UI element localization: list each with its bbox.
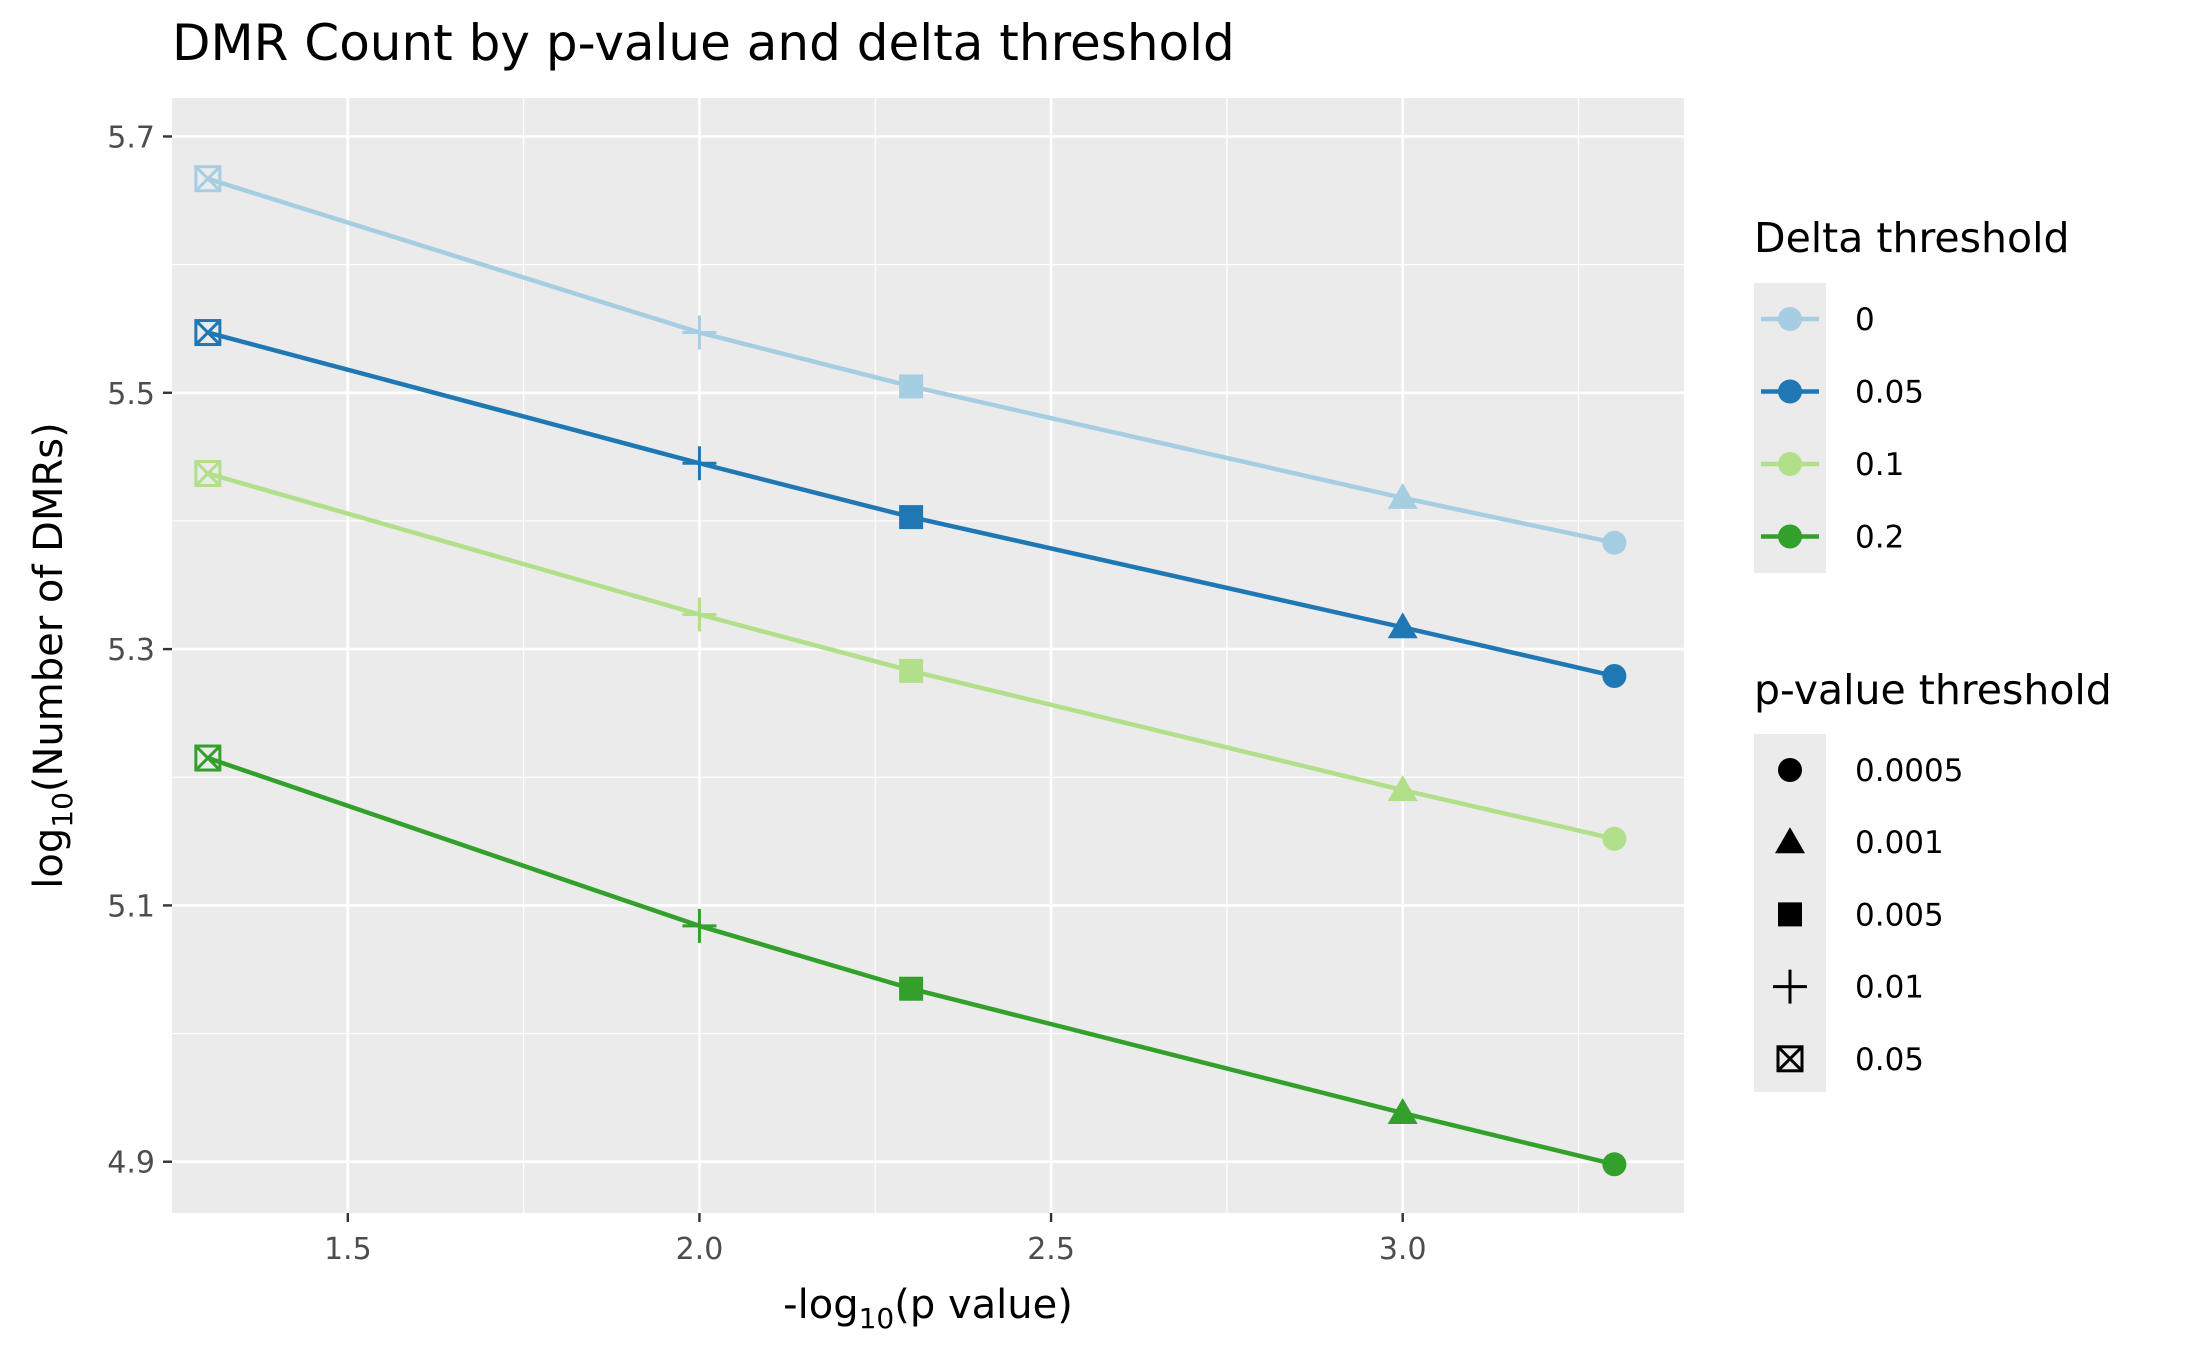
legend-delta-label: 0.05 xyxy=(1855,375,1924,411)
data-point-1-0 xyxy=(194,319,222,347)
data-point-3-1 xyxy=(682,908,717,943)
plot-panel xyxy=(172,98,1684,1213)
data-point-3-2 xyxy=(899,976,924,1001)
x-tick-label: 1.5 xyxy=(324,1232,372,1267)
legend-delta-item-0: 0 xyxy=(1761,302,1875,338)
legend-key-shape xyxy=(1775,827,1805,854)
data-point-1-2 xyxy=(899,505,924,530)
legend-delta-label: 0.1 xyxy=(1855,447,1904,483)
x-axis-title: -log10(p value) xyxy=(783,1282,1073,1335)
legend-delta-label: 0 xyxy=(1855,302,1875,338)
legend-pvalue-label: 0.05 xyxy=(1855,1042,1924,1078)
legend-pvalue-threshold: p-value threshold 0.0005 0.001 0.005 0.01 0.… xyxy=(1754,666,2112,1092)
y-axis: 4.9 5.1 5.3 5.5 5.7 xyxy=(107,120,172,1181)
legend-pvalue-item-1: 0.001 xyxy=(1775,825,1944,861)
legend-pvalue-label: 0.01 xyxy=(1855,970,1924,1006)
y-tick-label: 5.1 xyxy=(107,889,155,924)
legend-pvalue-label: 0.005 xyxy=(1855,897,1944,933)
legend-delta-item-1: 0.05 xyxy=(1761,375,1924,411)
legend-pvalue-item-2: 0.005 xyxy=(1778,897,1944,933)
data-point-3-4 xyxy=(1602,1152,1627,1177)
y-tick-label: 5.5 xyxy=(107,377,155,412)
legend-delta-label: 0.2 xyxy=(1855,520,1904,556)
legend-delta-threshold: Delta threshold 0 0.05 0.1 0.2 xyxy=(1754,214,2070,573)
legend-pvalue-item-3: 0.01 xyxy=(1773,970,1924,1006)
legend-key-point xyxy=(1778,452,1802,476)
y-tick-label: 5.3 xyxy=(107,633,155,668)
data-point-2-1 xyxy=(682,597,717,632)
data-point-3-0 xyxy=(194,744,222,772)
legend-key-point xyxy=(1778,524,1802,549)
legend-pvalue-title: p-value threshold xyxy=(1754,666,2112,714)
legend-delta-item-3: 0.2 xyxy=(1761,520,1904,556)
legend-pvalue-item-0: 0.0005 xyxy=(1778,753,1963,789)
data-point-0-4 xyxy=(1602,530,1627,555)
legend-key-shape xyxy=(1778,902,1802,927)
data-point-0-2 xyxy=(899,374,924,399)
y-axis-title: log10(Number of DMRs) xyxy=(26,422,79,888)
data-point-2-2 xyxy=(899,658,924,683)
x-tick-label: 2.5 xyxy=(1027,1232,1075,1267)
legend-pvalue-item-4: 0.05 xyxy=(1776,1042,1924,1078)
legend-delta-title: Delta threshold xyxy=(1754,214,2070,262)
legend-key-shape xyxy=(1778,758,1802,782)
data-point-2-4 xyxy=(1602,826,1627,851)
legend-delta-item-2: 0.1 xyxy=(1761,447,1904,483)
y-tick-label: 4.9 xyxy=(107,1146,155,1181)
grid-lines xyxy=(172,98,1684,1213)
x-axis: 1.5 2.0 2.5 3.0 xyxy=(324,1213,1427,1267)
legend-key-point xyxy=(1778,307,1802,331)
data-point-1-4 xyxy=(1602,664,1627,689)
legend-pvalue-label: 0.0005 xyxy=(1855,753,1963,789)
data-point-0-0 xyxy=(194,165,222,193)
legend-key-point xyxy=(1778,379,1802,404)
y-tick-label: 5.7 xyxy=(107,120,155,155)
data-point-0-1 xyxy=(682,315,717,350)
data-point-0-3 xyxy=(1387,482,1418,509)
legend-key-shape xyxy=(1773,969,1807,1004)
x-tick-label: 2.0 xyxy=(676,1232,724,1267)
data-point-2-0 xyxy=(194,460,222,488)
data-point-3-3 xyxy=(1387,1098,1418,1125)
data-point-1-1 xyxy=(682,446,717,481)
legend-key-shape xyxy=(1776,1045,1804,1073)
chart-title: DMR Count by p-value and delta threshold xyxy=(172,14,1235,72)
data-point-2-3 xyxy=(1387,775,1418,802)
legend-pvalue-label: 0.001 xyxy=(1855,825,1944,861)
series-points xyxy=(194,165,1627,1177)
data-point-1-3 xyxy=(1387,612,1418,639)
x-tick-label: 3.0 xyxy=(1379,1232,1427,1267)
